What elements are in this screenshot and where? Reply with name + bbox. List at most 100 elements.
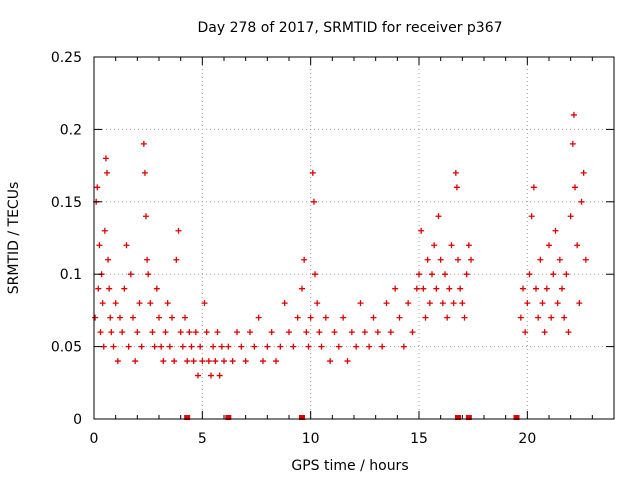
data-point [335,343,342,350]
data-point [117,314,123,321]
data-point [387,329,394,336]
data-point [210,343,217,350]
data-point [567,213,574,220]
data-point [94,184,101,191]
data-point [177,329,184,336]
data-point [444,314,451,321]
data-point [242,358,249,365]
data-point [344,358,351,365]
data-point [149,329,156,336]
data-point [190,358,197,365]
data-point [517,314,524,321]
data-point [108,329,115,336]
data-point [214,329,221,336]
data-point [463,271,470,278]
data-point [197,343,204,350]
data-point [561,314,568,321]
data-point [552,227,559,234]
data-point [305,343,312,350]
data-point [318,343,325,350]
data-point [465,242,472,249]
data-point [212,358,219,365]
data-point [452,169,459,176]
data-point [370,314,377,321]
data-point [105,256,112,263]
plot-frame [93,56,615,420]
data-point [95,285,102,292]
data-point [255,314,262,321]
data-point [565,329,572,336]
data-point [416,271,422,278]
data-point [153,285,160,292]
data-point [303,329,310,336]
data-point [171,358,178,365]
data-point [164,300,171,307]
data-point [533,285,539,292]
data-point [221,358,227,365]
data-point [119,329,126,336]
data-point [310,198,317,205]
data-point [216,372,223,379]
data-point [548,314,555,321]
data-point [530,184,537,191]
data-point [199,358,206,365]
data-point [192,329,199,336]
data-point [327,358,334,365]
data-point [348,329,355,336]
data-point [125,343,132,350]
data-point [158,343,165,350]
x-tick-label: 20 [518,431,536,447]
chart-title: Day 278 of 2017, SRMTID for receiver p36… [197,20,502,36]
data-point [229,358,236,365]
axis-ticks: 0 5 10 15 20 0 0.05 0.1 0.15 0.2 0.25 [51,50,615,447]
data-point [268,329,275,336]
data-point [205,358,212,365]
data-point [331,329,338,336]
data-point [340,314,347,321]
gap-marker [225,415,232,420]
data-point [184,358,191,365]
data-point [143,213,149,220]
data-point [574,242,581,249]
data-point [238,343,245,350]
data-point [450,300,457,307]
data-point [570,111,577,118]
data-point [314,300,321,307]
data-point [468,256,474,263]
data-point [208,372,214,379]
y-tick-label: 0.25 [51,50,82,66]
data-point [188,343,195,350]
data-point [145,271,152,278]
data-point [357,300,364,307]
data-point [569,140,576,147]
data-point [541,329,548,336]
data-point [294,314,301,321]
data-point [260,358,266,365]
grid-lines [94,57,614,419]
x-tick-label: 5 [198,431,207,447]
data-point [405,300,412,307]
data-point [550,271,557,278]
data-point [400,343,407,350]
data-point [218,343,225,350]
data-point [431,242,438,249]
x-tick-label: 10 [302,431,320,447]
data-point [162,329,169,336]
data-point [582,256,589,263]
data-point [166,343,173,350]
data-point [301,256,308,263]
data-point [426,300,433,307]
data-point [106,285,113,292]
gap-marker [455,415,461,420]
data-point [457,285,464,292]
data-point [537,256,544,263]
data-point [572,184,578,191]
data-point [169,314,175,321]
data-point [459,300,466,307]
data-gap-markers [184,415,520,420]
data-point [392,285,399,292]
data-point [435,213,442,220]
data-point [123,242,130,249]
data-point [379,343,386,350]
